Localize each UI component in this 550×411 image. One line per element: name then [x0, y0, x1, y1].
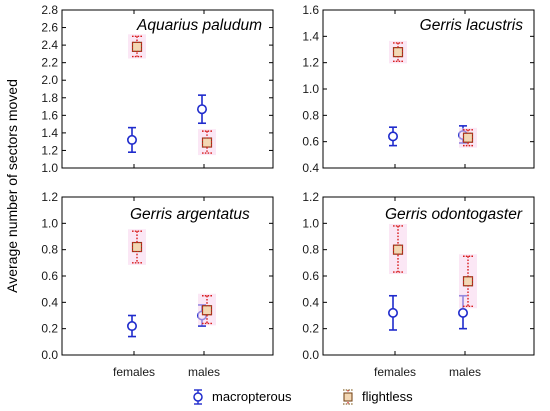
point-macropterous-females	[387, 131, 398, 142]
x-category-label-males: males	[449, 365, 481, 379]
y-tick-label: 0.4	[302, 161, 319, 175]
panel-gerris-lacustris: 0.4 0.6 0.8 1.0 1.2 1.4 1.6 Gerris lacustris	[302, 3, 535, 175]
y-tick-label: 0.6	[302, 269, 319, 283]
point-macropterous-males	[457, 307, 468, 318]
y-tick-label: 2.4	[41, 38, 58, 52]
point-flightless-outline-females	[132, 242, 142, 253]
panel-gerris-argentatus: 0.0 0.2 0.4 0.6 0.8 1.0 1.2 Gerris argentatus	[41, 190, 274, 362]
y-tick-label: 0.6	[302, 135, 319, 149]
y-tick-label: 0.2	[302, 322, 319, 336]
legend: macropterous flightless	[193, 389, 413, 405]
y-tick-label: 0.4	[41, 295, 58, 309]
y-tick-label: 1.2	[41, 143, 58, 157]
legend-item-macropterous: macropterous	[193, 389, 292, 405]
y-axis-label: Average number of sectors moved	[4, 79, 20, 293]
y-tick-label: 1.6	[302, 3, 319, 17]
panels: 1.0 1.2 1.4 1.6 1.8 2.0 2.2 2.4 2.6 2.8 Aquarius p…	[41, 3, 535, 362]
x-category-label-females: females	[374, 365, 416, 379]
legend-label-macropterous: macropterous	[212, 389, 292, 404]
y-tick-label: 2.0	[41, 73, 58, 87]
point-flightless-outline-females	[393, 244, 403, 255]
point-flightless-outline-males	[202, 305, 212, 316]
legend-label-flightless: flightless	[362, 389, 413, 404]
y-tick-label: 0.2	[41, 322, 58, 336]
legend-marker-macropterous	[193, 392, 203, 402]
y-tick-label: 0.0	[302, 348, 319, 362]
plot-frame	[322, 196, 535, 356]
y-tick-label: 0.8	[302, 108, 319, 122]
y-tick-label: 1.2	[302, 190, 319, 204]
legend-marker-flightless	[343, 392, 353, 402]
point-flightless-males	[462, 276, 474, 287]
panel-gerris-odontogaster: 0.0 0.2 0.4 0.6 0.8 1.0 1.2 Gerris odontogaster	[302, 190, 535, 362]
point-flightless-males	[462, 132, 474, 143]
point-macropterous-females	[127, 321, 138, 332]
y-tick-label: 0.6	[41, 269, 58, 283]
y-tick-label: 1.0	[41, 216, 58, 230]
point-flightless-males	[201, 305, 213, 316]
point-flightless-outline-females	[393, 47, 403, 58]
point-flightless-females	[131, 41, 143, 52]
y-tick-label: 1.6	[41, 108, 58, 122]
point-flightless-males	[201, 137, 213, 148]
point-flightless-outline-males	[463, 132, 473, 143]
panel-title: Gerris lacustris	[420, 17, 524, 34]
panel-title: Aquarius paludum	[136, 17, 262, 34]
y-tick-label: 1.0	[41, 161, 58, 175]
plot-frame	[61, 9, 274, 169]
panel-aquarius-paludum: 1.0 1.2 1.4 1.6 1.8 2.0 2.2 2.4 2.6 2.8 Aquarius p…	[41, 3, 274, 175]
y-tick-label: 2.6	[41, 21, 58, 35]
y-tick-label: 1.4	[302, 29, 319, 43]
point-flightless-females	[392, 244, 404, 255]
point-flightless-outline-males	[463, 276, 473, 287]
y-tick-label: 1.0	[302, 216, 319, 230]
point-macropterous-females	[387, 307, 398, 318]
y-tick-label: 1.4	[41, 126, 58, 140]
x-category-label-males: males	[188, 365, 220, 379]
legend-item-flightless: flightless	[343, 389, 413, 405]
panel-title: Gerris argentatus	[130, 206, 250, 223]
y-tick-label: 0.8	[302, 243, 319, 257]
y-tick-label: 2.2	[41, 56, 58, 70]
y-tick-label: 2.8	[41, 3, 58, 17]
point-macropterous-males	[197, 104, 208, 115]
y-tick-label: 1.2	[41, 190, 58, 204]
y-tick-label: 0.4	[302, 295, 319, 309]
y-tick-label: 0.0	[41, 348, 58, 362]
y-tick-label: 1.0	[302, 82, 319, 96]
point-flightless-outline-males	[202, 137, 212, 148]
y-tick-label: 0.8	[41, 243, 58, 257]
point-macropterous-females	[127, 134, 138, 145]
plot-frame	[322, 9, 535, 169]
y-tick-label: 1.2	[302, 56, 319, 70]
point-flightless-females	[392, 47, 404, 58]
panel-title: Gerris odontogaster	[385, 206, 523, 223]
x-category-label-females: females	[113, 365, 155, 379]
x-category-labels: females males females males	[113, 365, 481, 379]
point-flightless-outline-females	[132, 41, 142, 52]
point-flightless-females	[131, 241, 143, 253]
y-tick-label: 1.8	[41, 91, 58, 105]
